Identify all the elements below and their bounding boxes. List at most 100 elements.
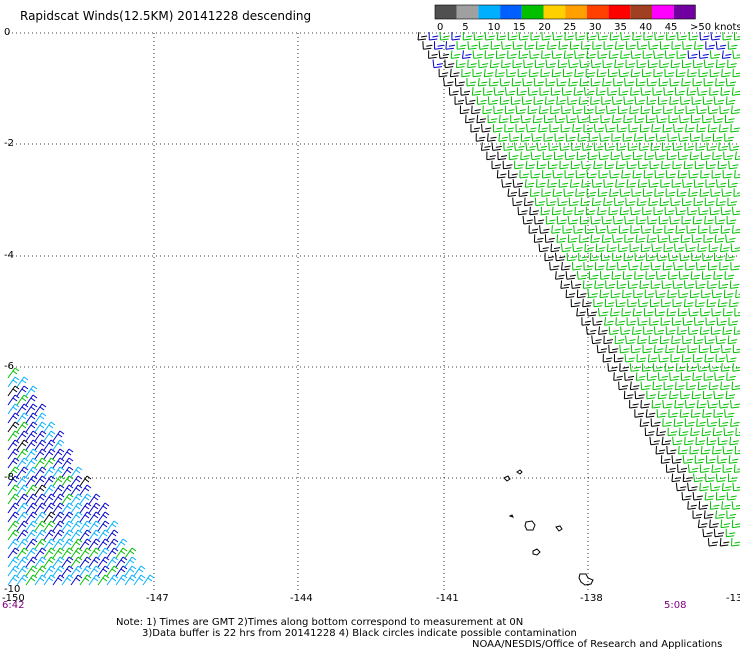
barb-shaft [52, 565, 61, 577]
wind-barb [711, 289, 723, 299]
barb-flag [500, 35, 507, 38]
barb-shaft [613, 372, 615, 381]
barb-shaft [61, 529, 70, 541]
barb-flag [129, 559, 135, 564]
barb-shaft [569, 179, 572, 188]
barb-flag [710, 145, 717, 148]
barb-flag [722, 489, 731, 492]
barb-flag [550, 44, 557, 47]
barb-flag [621, 385, 629, 388]
barb-flag [733, 265, 740, 268]
barb-flag [511, 173, 518, 176]
barb-flag [557, 84, 566, 87]
barb-shaft [484, 31, 487, 41]
barb-shaft [25, 538, 34, 550]
barb-shaft [603, 179, 605, 188]
barb-flag [578, 121, 587, 124]
wind-barb [556, 234, 567, 243]
barb-shaft [115, 556, 124, 568]
wind-barb [483, 68, 494, 78]
barb-flag [498, 139, 507, 142]
barb-shaft [445, 41, 447, 50]
barb-flag [580, 136, 587, 139]
barb-flag [494, 93, 504, 96]
wind-barb [523, 59, 534, 69]
barb-flag [533, 121, 542, 124]
barb-flag [479, 118, 487, 121]
wind-barb [689, 445, 700, 455]
wind-barb [683, 280, 695, 289]
barb-flag [574, 231, 583, 234]
wind-barb [691, 114, 701, 124]
barb-shaft [97, 520, 106, 532]
wind-barb [661, 436, 672, 446]
wind-barb [533, 234, 544, 243]
barb-flag [95, 520, 101, 525]
barb-flag [672, 99, 679, 102]
wind-speed-legend: 0 5 10 15 20 25 30 35 40 45 >50 knots [434, 4, 740, 33]
wind-barb [466, 77, 477, 87]
barb-shaft [133, 574, 142, 586]
wind-barb [16, 574, 29, 586]
barb-flag [575, 283, 582, 286]
barb-flag [641, 164, 649, 167]
barb-flag [578, 191, 585, 194]
barb-shaft [704, 215, 706, 225]
barb-shaft [79, 556, 88, 568]
barb-shaft [79, 529, 88, 541]
wind-barb [731, 206, 740, 216]
barb-flag [612, 277, 621, 280]
barb-flag [131, 565, 137, 570]
barb-flag [41, 421, 47, 426]
barb-shaft [52, 556, 61, 568]
barb-flag [660, 185, 669, 188]
barb-flag [567, 259, 576, 262]
wind-barb [689, 289, 700, 299]
wind-barb [106, 556, 119, 568]
wind-barb [628, 123, 639, 133]
wind-barb [576, 307, 586, 317]
barb-flag [556, 259, 565, 262]
wind-barb [727, 335, 738, 345]
wind-barb [7, 376, 20, 388]
wind-barb [519, 169, 530, 179]
barb-flag [681, 84, 690, 87]
barb-flag [662, 219, 669, 222]
barb-flag [543, 158, 552, 161]
barb-flag [576, 90, 584, 93]
barb-flag [41, 547, 47, 552]
barb-shaft [654, 307, 657, 317]
wind-barb [653, 206, 664, 216]
barb-flag [41, 430, 47, 435]
barb-flag [671, 431, 678, 434]
wind-barb [88, 493, 101, 505]
barb-flag [652, 406, 661, 409]
legend-tick: 0 [437, 22, 443, 33]
wind-barb [595, 243, 606, 253]
wind-barb [706, 455, 716, 464]
barb-flag [684, 443, 693, 446]
barb-flag [21, 406, 27, 411]
legend-swatch [673, 5, 696, 19]
barb-flag [718, 167, 727, 170]
barb-flag [102, 505, 108, 510]
wind-barb [618, 243, 628, 253]
barb-flag [653, 440, 660, 443]
barb-flag [510, 191, 518, 194]
barb-flag [536, 118, 543, 121]
barb-flag [615, 256, 622, 259]
wind-barb [587, 151, 598, 161]
wind-barb [626, 160, 637, 170]
wind-barb [703, 234, 713, 243]
wind-barb [681, 353, 692, 363]
wind-barb [25, 448, 38, 460]
barb-flag [559, 256, 566, 259]
wind-barb [661, 142, 672, 151]
barb-flag [656, 452, 665, 455]
barb-shaft [661, 436, 664, 445]
barb-flag [730, 63, 737, 66]
barb-flag [556, 191, 563, 194]
wind-barb [705, 179, 716, 188]
barb-flag [729, 443, 738, 446]
barb-flag [39, 451, 45, 456]
